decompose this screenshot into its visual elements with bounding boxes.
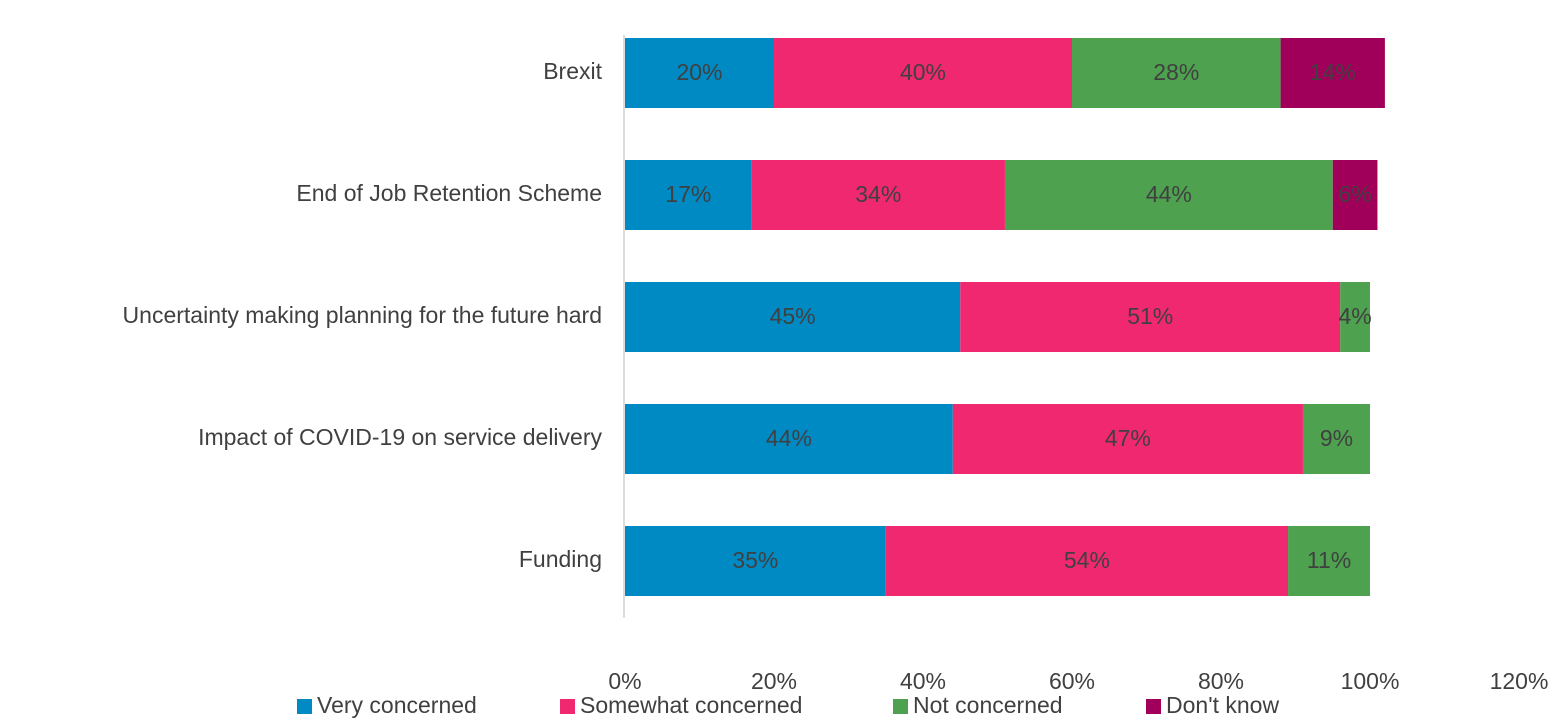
bar-segment [960,282,1341,352]
bar-segment [625,526,886,596]
data-label: 9% [1320,425,1353,451]
legend-label: Somewhat concerned [580,692,802,718]
legend-label: Don't know [1166,692,1279,718]
data-label: 44% [766,425,812,451]
data-label: 20% [676,59,722,85]
data-label: 54% [1064,547,1110,573]
bar-segment [1072,38,1281,108]
legend-swatch [297,699,312,714]
bar-segment [1004,160,1333,230]
legend-swatch [560,699,575,714]
x-tick-label: 100% [1341,668,1400,694]
bar-segment [751,160,1005,230]
x-tick-label: 80% [1198,668,1244,694]
bar-segment [1340,282,1370,352]
x-tick-label: 120% [1490,668,1549,694]
bar-segment [625,38,774,108]
data-label: 40% [900,59,946,85]
bar-segment [1332,160,1378,230]
legend-swatch [893,699,908,714]
bar-segment [774,38,1072,108]
data-label: 28% [1153,59,1199,85]
data-label: 4% [1338,303,1371,329]
data-label: 17% [665,181,711,207]
x-tick-label: 60% [1049,668,1095,694]
data-label: 47% [1105,425,1151,451]
data-label: 35% [732,547,778,573]
data-label: 14% [1310,59,1356,85]
data-label: 6% [1338,181,1371,207]
y-tick-label: End of Job Retention Scheme [296,180,602,206]
data-label: 34% [855,181,901,207]
data-label: 45% [770,303,816,329]
y-tick-label: Funding [519,546,602,572]
x-tick-label: 0% [608,668,641,694]
legend-swatch [1146,699,1161,714]
x-tick-label: 40% [900,668,946,694]
bar-segment [625,282,961,352]
bar-segment [625,160,752,230]
legend-label: Not concerned [913,692,1063,718]
y-tick-label: Uncertainty making planning for the futu… [123,302,602,328]
bar-segment [1288,526,1370,596]
x-tick-label: 20% [751,668,797,694]
y-tick-label: Brexit [543,58,602,84]
bar-segment [1280,38,1385,108]
data-label: 51% [1127,303,1173,329]
bar-segment [952,404,1303,474]
bar-segment [885,526,1289,596]
bar-segment [625,404,953,474]
bar-segment [1302,404,1370,474]
y-tick-label: Impact of COVID-19 on service delivery [198,424,602,450]
legend-label: Very concerned [317,692,477,718]
data-label: 11% [1307,547,1351,573]
data-label: 44% [1146,181,1192,207]
